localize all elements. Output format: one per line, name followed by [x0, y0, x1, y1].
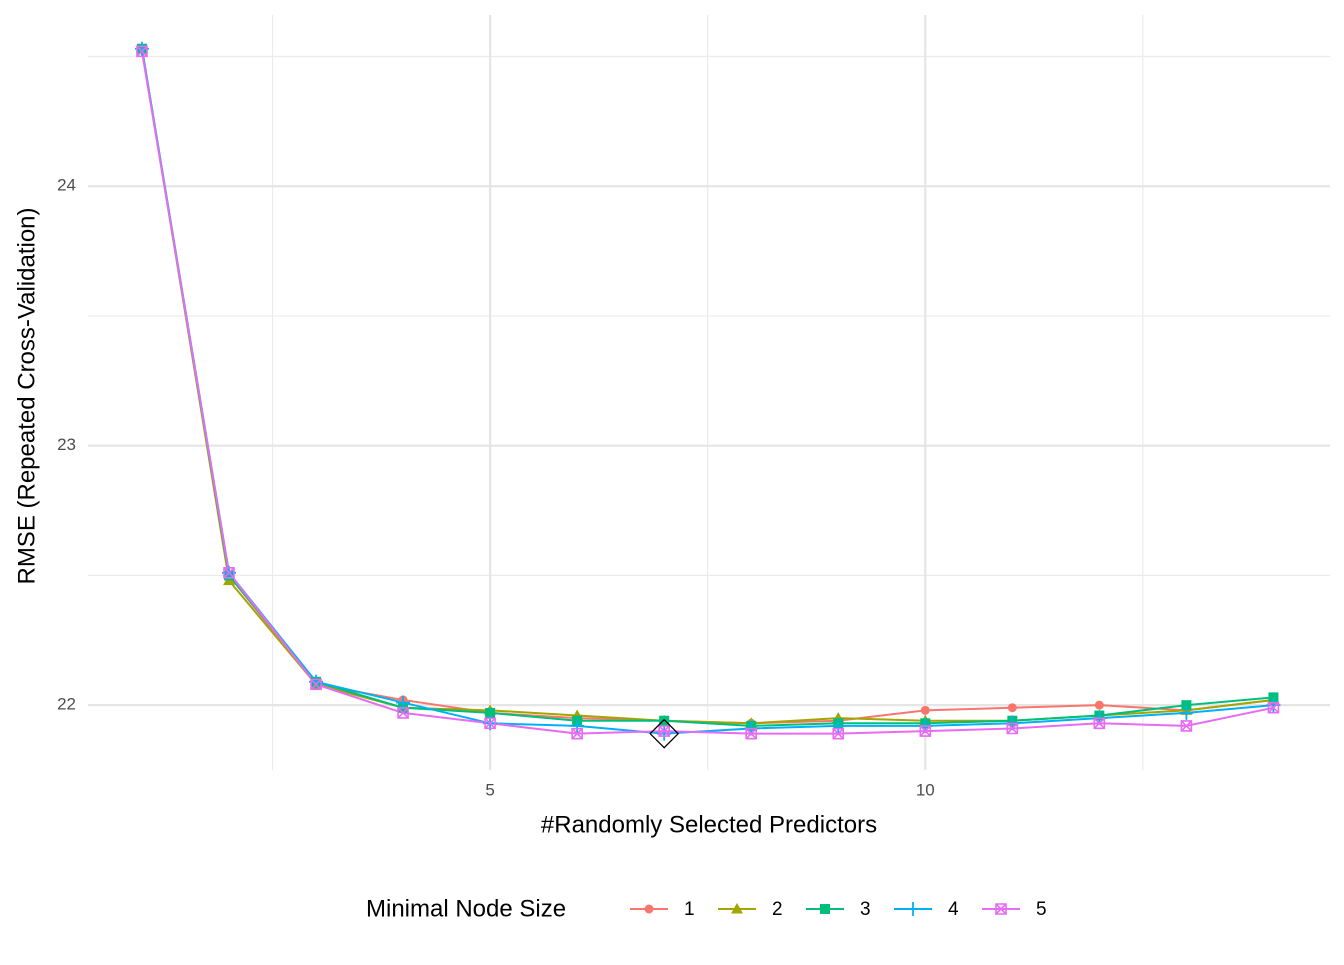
marker [1267, 701, 1280, 714]
marker [484, 717, 496, 730]
marker-shape [1268, 692, 1279, 703]
marker-shape [571, 727, 583, 740]
marker [644, 904, 654, 914]
marker-shape [644, 904, 654, 914]
marker-shape [820, 904, 830, 914]
legend-label: 3 [860, 899, 871, 920]
marker [919, 725, 932, 737]
marker [136, 45, 148, 58]
y-tick-label: 23 [57, 435, 76, 454]
marker-shape [1267, 701, 1280, 714]
marker [571, 727, 583, 740]
x-tick-label: 5 [485, 780, 494, 799]
marker [1094, 700, 1104, 710]
marker-shape [831, 718, 846, 733]
marker [1179, 705, 1194, 720]
marker [223, 567, 235, 579]
marker [659, 715, 670, 726]
marker [820, 904, 830, 914]
marker [731, 903, 743, 914]
marker-shape [1180, 720, 1193, 732]
marker-shape [484, 717, 496, 730]
marker-shape [1179, 705, 1194, 720]
marker-shape [485, 707, 496, 718]
marker-shape [136, 45, 148, 58]
marker-shape [995, 903, 1007, 915]
marker [831, 718, 846, 733]
marker-shape [570, 718, 585, 733]
marker-shape [1006, 722, 1019, 735]
marker-shape [1094, 700, 1104, 710]
legend-label: 2 [772, 899, 783, 920]
marker [397, 707, 409, 719]
x-axis-label: #Randomly Selected Predictors [541, 811, 877, 838]
series-line [140, 48, 1274, 735]
marker-shape [658, 725, 670, 737]
x-tick-label: 10 [916, 780, 935, 799]
marker-shape [1093, 717, 1106, 730]
legend-label: 5 [1036, 899, 1047, 920]
marker-shape [745, 727, 758, 740]
marker-shape [223, 567, 235, 579]
y-axis-label: RMSE (Repeated Cross-Validation) [13, 207, 40, 584]
marker-shape [832, 727, 845, 740]
marker [310, 678, 322, 691]
marker [1093, 717, 1106, 730]
series-line [140, 51, 1274, 735]
y-tick-label: 22 [57, 695, 76, 714]
marker [1181, 700, 1192, 711]
marker [1180, 720, 1193, 732]
legend-title: Minimal Node Size [366, 895, 566, 922]
marker-shape [659, 715, 670, 726]
marker [658, 725, 670, 737]
best-marker [649, 718, 680, 749]
marker [745, 727, 758, 740]
legend-label: 1 [684, 899, 695, 920]
marker [1007, 703, 1017, 713]
marker-shape [906, 902, 920, 916]
marker-shape [397, 707, 409, 719]
legend-label: 4 [948, 899, 959, 920]
marker [1006, 722, 1019, 735]
marker [570, 718, 585, 733]
y-tick-label: 24 [57, 176, 76, 195]
marker [920, 705, 930, 715]
marker [832, 727, 845, 740]
marker [1268, 692, 1279, 703]
marker-shape [310, 678, 322, 691]
marker [906, 902, 920, 916]
marker [485, 707, 496, 718]
marker-shape [919, 725, 932, 737]
marker-shape [1007, 703, 1017, 713]
marker-shape [1181, 700, 1192, 711]
marker-shape [731, 903, 743, 914]
marker-shape [920, 705, 930, 715]
marker [995, 903, 1007, 915]
